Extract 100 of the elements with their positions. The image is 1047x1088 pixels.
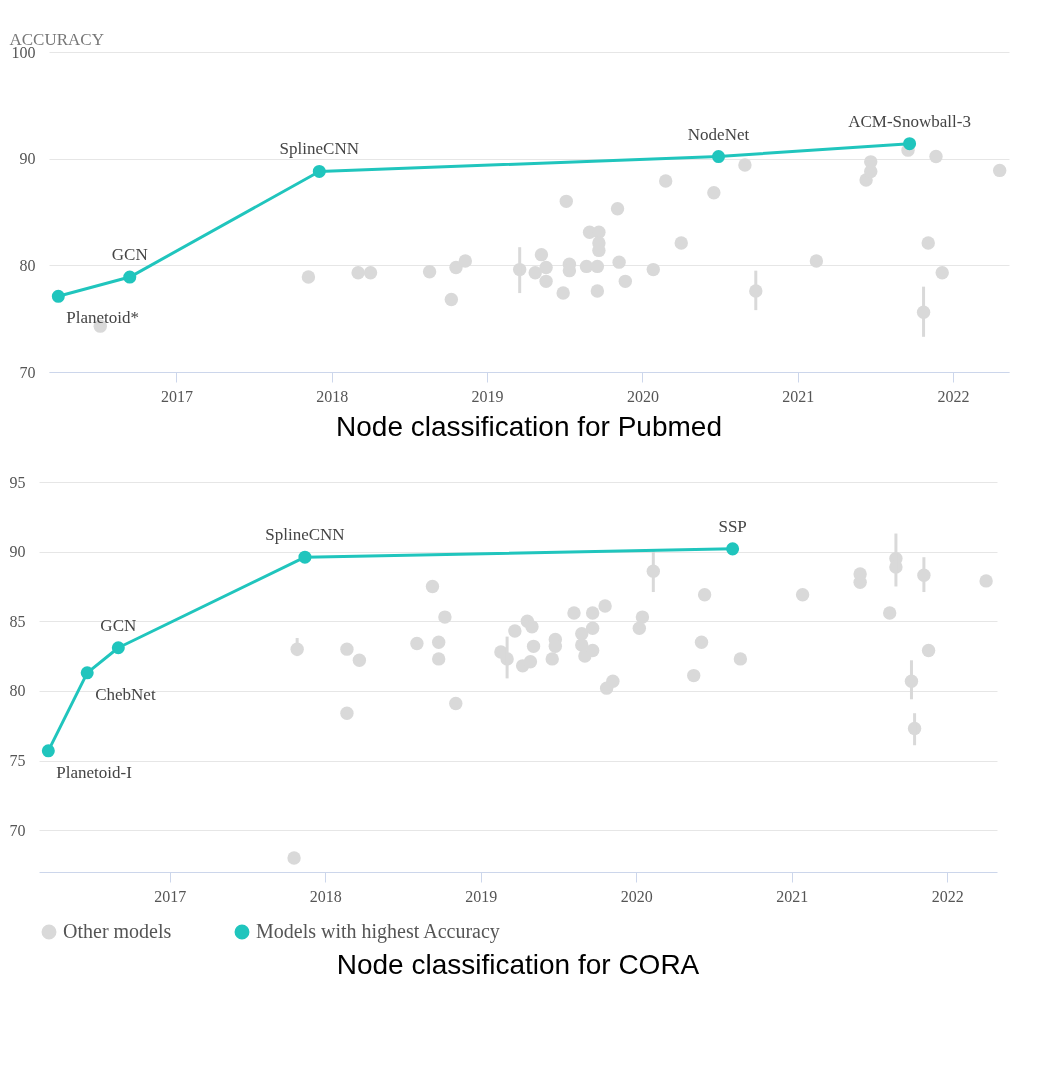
point xyxy=(726,542,740,556)
point xyxy=(438,610,452,624)
y-tick-label: 90 xyxy=(9,543,26,561)
point xyxy=(351,266,365,280)
point xyxy=(598,599,612,613)
point xyxy=(979,574,993,588)
point xyxy=(449,696,463,711)
point xyxy=(449,260,463,275)
annotation: ChebNet xyxy=(95,684,156,704)
point xyxy=(425,579,440,594)
point xyxy=(508,624,522,638)
point xyxy=(610,202,625,216)
point xyxy=(123,270,137,284)
point xyxy=(431,635,446,649)
point xyxy=(539,274,553,289)
point xyxy=(301,270,316,284)
point xyxy=(363,266,378,280)
point xyxy=(646,262,660,277)
point xyxy=(539,260,553,275)
x-tick-label: 2022 xyxy=(937,387,970,405)
annotation: Planetoid* xyxy=(66,308,140,328)
text: Node classification for CORA xyxy=(336,949,700,980)
point xyxy=(590,284,605,298)
point xyxy=(632,621,647,635)
point xyxy=(51,289,65,303)
legend-label: Models with highest Accuracy xyxy=(256,920,500,943)
annotation: SplineCNN xyxy=(265,525,345,545)
y-tick-label: 95 xyxy=(9,473,26,491)
point xyxy=(921,236,935,250)
point xyxy=(903,137,917,151)
point xyxy=(935,266,949,280)
point xyxy=(312,164,326,178)
point xyxy=(733,652,748,666)
point xyxy=(556,286,570,300)
point xyxy=(658,174,673,188)
point xyxy=(422,265,437,279)
point xyxy=(287,851,301,865)
annotation: GCN xyxy=(111,245,148,265)
annotation: SplineCNN xyxy=(279,139,359,159)
point xyxy=(795,588,810,602)
point xyxy=(458,254,473,268)
legend-label: Other models xyxy=(63,920,172,942)
y-tick-label: 70 xyxy=(9,821,26,839)
point xyxy=(526,639,541,654)
text: Node classification for Pubmed xyxy=(336,411,722,442)
point xyxy=(929,149,943,164)
point xyxy=(694,635,709,649)
point xyxy=(882,606,897,620)
point xyxy=(992,163,1007,178)
point xyxy=(809,254,824,268)
point xyxy=(340,642,354,656)
point xyxy=(431,652,446,666)
y-tick-label: 85 xyxy=(9,612,26,630)
x-tick-label: 2020 xyxy=(626,387,659,405)
point xyxy=(707,186,721,200)
y-tick-label: 90 xyxy=(19,150,36,168)
annotation: ACM-Snowball-3 xyxy=(848,111,971,131)
point xyxy=(41,744,55,758)
x-tick-label: 2017 xyxy=(154,887,187,905)
point xyxy=(340,706,354,720)
x-tick-label: 2018 xyxy=(309,887,342,905)
point xyxy=(635,610,650,624)
point xyxy=(545,652,559,666)
point xyxy=(585,621,600,635)
point xyxy=(352,653,367,667)
annotation: Planetoid-I xyxy=(56,762,133,782)
annotation: GCN xyxy=(100,615,137,635)
point xyxy=(585,643,600,658)
x-tick-label: 2018 xyxy=(316,387,349,405)
x-tick-label: 2019 xyxy=(471,387,504,405)
point xyxy=(528,266,542,280)
y-tick-label: 80 xyxy=(9,682,26,700)
point xyxy=(585,606,600,620)
x-tick-label: 2021 xyxy=(782,387,815,405)
point xyxy=(712,150,726,164)
point xyxy=(410,636,424,651)
annotation: NodeNet xyxy=(687,124,750,144)
point xyxy=(674,236,688,250)
point xyxy=(738,158,752,172)
point xyxy=(921,643,936,658)
point xyxy=(444,292,459,307)
point xyxy=(606,674,620,688)
point xyxy=(534,247,549,262)
point xyxy=(697,588,712,602)
point xyxy=(298,550,312,564)
point xyxy=(111,641,125,655)
y-tick-label: 70 xyxy=(19,363,36,381)
y-tick-label: 80 xyxy=(19,256,36,274)
y-tick-label: 75 xyxy=(9,752,26,770)
point xyxy=(525,620,539,634)
x-tick-label: 2017 xyxy=(160,387,193,405)
point xyxy=(80,666,94,680)
x-tick-label: 2021 xyxy=(776,887,809,905)
annotation: SSP xyxy=(718,516,747,536)
x-tick-label: 2022 xyxy=(931,887,964,905)
point xyxy=(567,606,581,620)
x-tick-label: 2019 xyxy=(465,887,498,905)
point xyxy=(618,274,633,289)
point xyxy=(559,194,573,209)
point xyxy=(579,259,594,274)
